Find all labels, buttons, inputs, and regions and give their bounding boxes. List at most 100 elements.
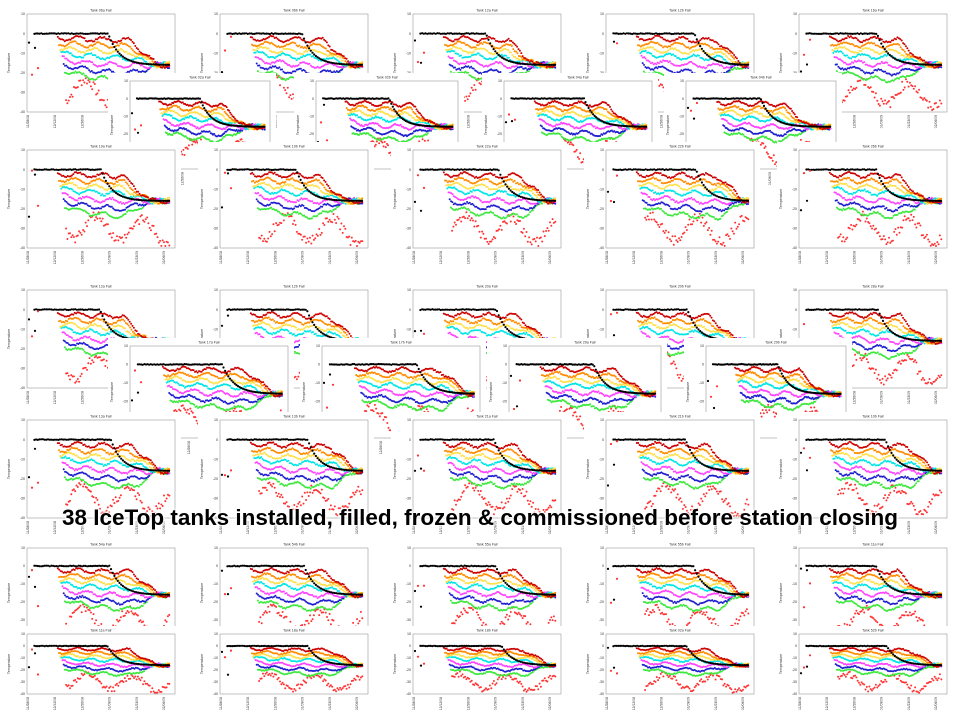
series-5-point (79, 62, 82, 64)
series-7-point (95, 78, 98, 80)
series-0-point (311, 51, 314, 54)
y-tick-label: 0 (126, 97, 128, 101)
y-tick-label: 0 (23, 32, 25, 36)
series-3-point (281, 50, 284, 53)
y-axis-label: Temperature (393, 53, 397, 73)
series-6-point (520, 66, 523, 68)
series-1-point (737, 60, 740, 62)
series-4-point (460, 54, 462, 57)
series-1-point (162, 65, 165, 68)
series-1-point (513, 42, 516, 45)
series-8-point (872, 91, 875, 93)
series-6-point (255, 62, 258, 65)
series-6-point (299, 67, 302, 70)
series-8-point (289, 94, 292, 97)
y-tick-label: -10 (213, 51, 218, 55)
series-7-point (279, 76, 282, 79)
series-1-point (342, 55, 345, 58)
series-8-point (929, 105, 932, 108)
series-8-point (80, 84, 83, 87)
series-7-point (73, 72, 76, 74)
series-1-point (120, 39, 123, 42)
series-8-point (922, 98, 924, 101)
series-5-point (481, 64, 484, 67)
series-2-point (481, 43, 484, 45)
series-6-point (109, 69, 112, 72)
series-0-point (746, 63, 750, 66)
series-1-point (735, 57, 738, 60)
series-0-point (167, 63, 170, 66)
series-3-point (148, 61, 151, 64)
series-1-point (845, 37, 848, 40)
series-4-point (380, 116, 383, 119)
series-1-point (510, 40, 513, 42)
series-0-point (939, 63, 943, 66)
series-0-point (118, 52, 121, 55)
early-point (799, 70, 803, 73)
series-7-point (916, 70, 919, 73)
series-4-point (288, 54, 291, 57)
series-8-point (282, 86, 285, 89)
series-8-point (381, 141, 384, 144)
x-tick-label: 12/26/08 (659, 115, 663, 128)
early-point (33, 46, 37, 50)
series-4-point (846, 54, 848, 57)
series-5-point (732, 64, 735, 67)
series-5-point (648, 60, 651, 63)
series-4-point (721, 56, 724, 59)
series-5-point (65, 57, 68, 60)
series-6-point (472, 67, 475, 70)
early-point (30, 73, 34, 76)
series-1-point (637, 36, 640, 38)
series-2-point (78, 43, 81, 45)
series-1-point (93, 40, 96, 43)
series-4-point (855, 55, 858, 58)
series-5-point (728, 66, 731, 69)
series-2-point (859, 46, 862, 49)
series-4-point (453, 50, 456, 53)
series-1-point (521, 55, 524, 58)
series-5-point (262, 60, 265, 63)
series-4-point (832, 51, 835, 54)
series-6-point (524, 67, 527, 70)
series-4-point (254, 51, 257, 54)
series-2-point (74, 40, 77, 43)
series-1-point (919, 56, 921, 59)
series-4-point (507, 56, 510, 59)
series-8-point (105, 106, 108, 109)
early-point (130, 112, 134, 115)
series-0-point (106, 32, 109, 35)
series-1-point (527, 59, 530, 62)
series-7-point (271, 70, 274, 73)
early-point (27, 41, 31, 44)
series-8-point (847, 89, 850, 92)
x-tick-label: 11/28/08 (26, 115, 30, 128)
y-tick-label: 10 (21, 12, 25, 16)
series-6-point (278, 66, 281, 69)
series-0-point (694, 34, 697, 37)
series-8-point (97, 89, 100, 92)
series-8-point (658, 84, 661, 87)
series-0-point (198, 97, 202, 100)
series-4-point (356, 114, 359, 117)
series-3-point (843, 46, 846, 48)
series-7-point (92, 78, 95, 81)
series-2-point (516, 52, 519, 55)
series-7-point (86, 76, 89, 79)
series-2-point (324, 47, 327, 50)
series-6-point (208, 130, 211, 133)
series-2-point (512, 48, 515, 51)
series-1-point (299, 36, 302, 39)
series-6-point (898, 71, 901, 74)
panel-title: Tank 02b Fair (376, 76, 399, 80)
series-2-point (902, 49, 905, 52)
series-0-point (206, 111, 209, 114)
series-4-point (183, 118, 186, 121)
series-1-point (152, 58, 155, 60)
series-3-point (125, 50, 128, 53)
series-6-point (411, 132, 414, 135)
series-6-point (454, 66, 456, 69)
series-3-point (510, 51, 512, 54)
series-2-point (463, 42, 466, 45)
series-1-point (148, 54, 151, 57)
